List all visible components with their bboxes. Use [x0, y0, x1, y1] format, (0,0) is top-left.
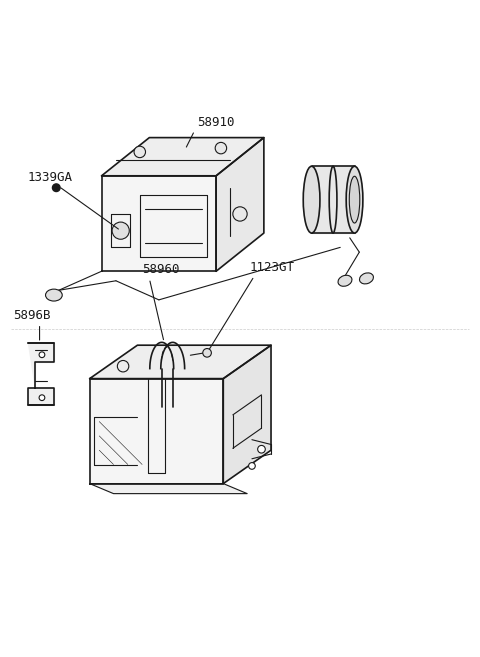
Polygon shape	[102, 137, 264, 176]
Text: 1123GT: 1123GT	[250, 261, 295, 274]
Circle shape	[39, 395, 45, 401]
Circle shape	[134, 147, 145, 158]
Circle shape	[203, 349, 211, 357]
Text: 58910: 58910	[197, 116, 235, 129]
Text: 5896B: 5896B	[13, 309, 51, 322]
Polygon shape	[223, 345, 271, 484]
Circle shape	[233, 207, 247, 221]
Polygon shape	[90, 378, 223, 484]
Polygon shape	[216, 137, 264, 271]
Circle shape	[39, 352, 45, 357]
Polygon shape	[90, 484, 247, 493]
Circle shape	[249, 463, 255, 469]
Circle shape	[258, 445, 265, 453]
Ellipse shape	[360, 273, 373, 284]
Circle shape	[112, 222, 129, 239]
Circle shape	[215, 143, 227, 154]
Circle shape	[52, 184, 60, 192]
Ellipse shape	[338, 275, 352, 286]
Ellipse shape	[303, 166, 320, 233]
Text: 1339GA: 1339GA	[28, 171, 72, 184]
Polygon shape	[90, 345, 271, 378]
Ellipse shape	[46, 289, 62, 301]
Ellipse shape	[346, 166, 363, 233]
Polygon shape	[28, 343, 54, 405]
Polygon shape	[312, 166, 355, 233]
Ellipse shape	[329, 166, 337, 233]
Ellipse shape	[349, 176, 360, 223]
Text: 58960: 58960	[142, 263, 180, 277]
Circle shape	[117, 361, 129, 372]
Polygon shape	[102, 176, 216, 271]
